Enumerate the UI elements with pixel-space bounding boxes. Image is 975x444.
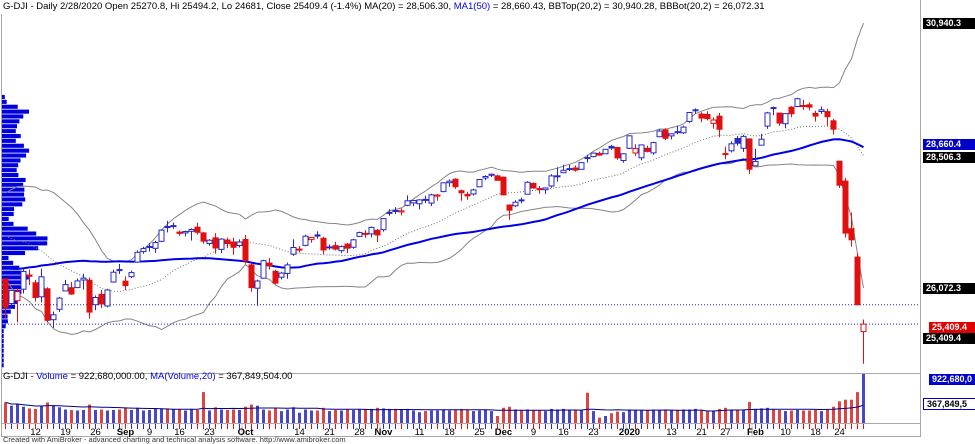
date-axis-label: 16 (558, 427, 569, 438)
axis-value-text: 28,660.4 (926, 138, 962, 149)
date-axis-label: Nov (374, 427, 393, 438)
date-axis-label: Feb (747, 427, 764, 438)
date-axis-label: 13 (666, 427, 677, 438)
date-axis-label: 11 (414, 427, 425, 438)
date-axis-label: 18 (444, 427, 455, 438)
date-axis-label: 28 (354, 427, 365, 438)
date-axis-label: 10 (780, 427, 791, 438)
date-axis-label: 24 (834, 427, 845, 438)
title-segment: Volume (36, 371, 68, 382)
volume-pane-title: G-DJI - Volume = 922,680,000.00, MA(Volu… (3, 371, 292, 382)
axis-value-text: 367,849,5 (927, 398, 968, 409)
date-axis-label: 19 (60, 427, 71, 438)
bollinger-bands (5, 22, 864, 336)
candles-layer (2, 97, 867, 364)
date-axis-label: 12 (30, 427, 41, 438)
volume-ma-label: 367,849,5 (923, 397, 975, 410)
date-axis-label: 23 (204, 427, 215, 438)
date-axis-label: 16 (174, 427, 185, 438)
date-axis-label: Sep (116, 427, 135, 438)
axis-value-text: 25,409.4 (932, 322, 968, 333)
bbtop-price-label: 30,940.3 (923, 17, 975, 29)
main-pane-title: G-DJI - Daily 2/28/2020 Open 25270.8, Hi… (3, 1, 765, 12)
title-segment: G-DJI - Daily 2/28/2020 Open 25270.8, Hi… (3, 1, 454, 12)
date-axis-label: 9 (146, 427, 153, 438)
title-segment: MA1(50) (453, 1, 491, 12)
support-hlines (2, 304, 920, 325)
date-axis-label: 23 (588, 427, 599, 438)
date-axis-label: 21 (696, 427, 707, 438)
bbbot-price-label: 26,072.3 (923, 282, 975, 294)
pane-frame (1, 0, 921, 437)
date-axis-label: 18 (810, 427, 821, 438)
ma20-line (5, 125, 864, 292)
date-axis-label: 14 (294, 427, 305, 438)
title-segment: G-DJI - (3, 371, 37, 382)
vap-histogram (1, 94, 48, 368)
price-axis-gutter[interactable]: 30,940.3 28,660.4 28,506.3 26,072.3 25,409.4… (921, 0, 975, 444)
date-axis-label: 2020 (618, 427, 641, 438)
axis-value-text: 922,680,0 (932, 373, 973, 384)
date-ticks (5, 424, 864, 429)
date-axis-label: Oct (237, 427, 254, 438)
date-axis-label: 26 (90, 427, 101, 438)
title-segment: = 28,660.43, BBTop(20,2) = 30,940.28, BB… (490, 1, 765, 12)
axis-value-text: 26,072.3 (926, 282, 962, 293)
ma50-price-label: 28,660.4 (923, 138, 975, 150)
date-axis-label: 9 (530, 427, 537, 438)
axis-value-text: 25,409.4 (926, 333, 962, 344)
volume-bars (4, 373, 865, 423)
volume-ma-line (5, 401, 864, 412)
title-segment: = 367,849,504.00 (215, 371, 293, 382)
ma20-price-label: 28,506.3 (923, 152, 975, 164)
ma50-line (5, 138, 864, 271)
title-segment: MA(Volume,20) (150, 371, 216, 382)
date-axis-label: 21 (324, 427, 335, 438)
volume-callout: 922,680,0 (929, 373, 975, 385)
axis-value-text: 28,506.3 (926, 152, 962, 163)
last-close-callout: 25,409.4 (929, 322, 975, 334)
axis-value-text: 30,940.3 (926, 17, 962, 28)
footer-credit: Created with AmiBroker - advanced charti… (3, 435, 346, 444)
month-separators (121, 423, 753, 436)
date-axis-label: 25 (474, 427, 485, 438)
date-axis-label: 27 (720, 427, 731, 438)
close-line-label: 25,409.4 (923, 333, 975, 345)
date-axis-label: Dec (494, 427, 513, 438)
title-segment: = 922,680,000.00, (67, 371, 151, 382)
